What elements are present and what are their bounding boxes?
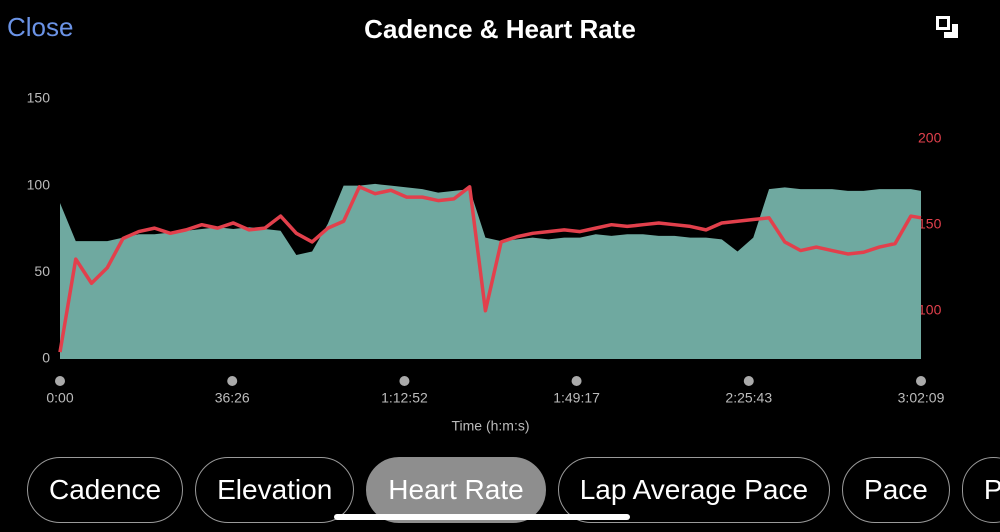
screen-title: Cadence & Heart Rate xyxy=(364,14,636,44)
y2-tick-label: 150 xyxy=(918,215,942,231)
expand-icon[interactable] xyxy=(936,16,960,40)
x-axis-label: Time (h:m:s) xyxy=(451,418,529,434)
tab-button[interactable]: Lap Average Pace xyxy=(557,457,831,523)
x-tick-dot xyxy=(571,376,582,386)
x-tick-dot xyxy=(743,376,754,386)
close-button[interactable]: Close xyxy=(7,12,74,42)
x-tick-label: 36:26 xyxy=(215,390,250,406)
x-tick-dot xyxy=(399,376,410,386)
home-indicator xyxy=(334,514,630,520)
tab-button[interactable]: Elevation xyxy=(195,457,355,523)
x-tick-label: 2:25:43 xyxy=(725,390,772,406)
x-tick-label: 1:49:17 xyxy=(553,390,600,406)
x-tick-dot xyxy=(227,376,238,386)
y-tick-label: 50 xyxy=(34,263,50,279)
x-tick-dot xyxy=(916,376,926,386)
cadence-area xyxy=(60,183,921,359)
x-tick-label: 3:02:09 xyxy=(898,390,945,406)
tab-button[interactable]: Pace xyxy=(842,457,950,523)
y-tick-label: 0 xyxy=(42,350,50,366)
tab-button[interactable]: Cadence xyxy=(27,457,184,523)
y2-tick-label: 200 xyxy=(918,129,942,145)
x-tick-label: 1:12:52 xyxy=(381,390,428,406)
tab-button[interactable]: P xyxy=(961,457,1000,523)
y-tick-label: 150 xyxy=(27,90,51,106)
tab-bar: Cadence Elevation Heart Rate Lap Average Pa… xyxy=(27,457,1000,523)
x-tick-dot xyxy=(55,376,65,386)
y2-tick-label: 100 xyxy=(918,301,942,317)
heart-rate-line xyxy=(58,185,922,353)
x-tick-label: 0:00 xyxy=(46,390,73,406)
tab-button[interactable]: Heart Rate xyxy=(366,457,546,523)
y-tick-label: 100 xyxy=(27,176,51,192)
chart: 0 50 100 150 100 150 200 0:00 36:26 1:12:52 1:49:1… xyxy=(27,90,945,434)
